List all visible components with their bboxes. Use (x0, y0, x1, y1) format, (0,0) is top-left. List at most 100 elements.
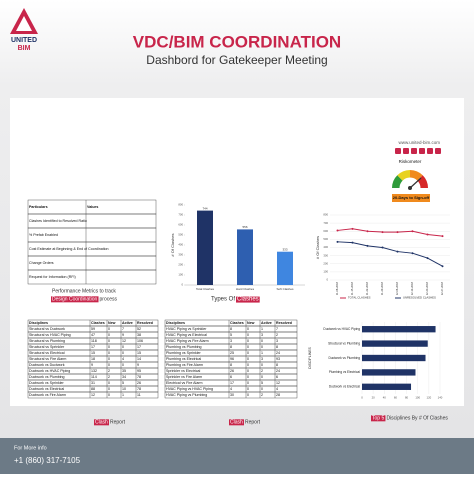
point (411, 230, 414, 233)
gauge-segment (410, 170, 423, 181)
table-cell: 0 (108, 363, 110, 367)
table-cell: 11 (137, 393, 141, 397)
x-tick-label: 12-13-2018 (410, 281, 414, 295)
point (396, 250, 399, 253)
y-tick-label: Structural vs Plumbing (328, 341, 360, 345)
table-cell: 0 (261, 345, 263, 349)
table-cell: 0 (247, 381, 249, 385)
table-cell: HVAC Piping vs HVAC Piping (166, 387, 213, 391)
point (366, 230, 369, 233)
table-cell: 6 (276, 375, 278, 379)
y-tick-label: 500 (178, 233, 183, 237)
x-tick-label: 140 (438, 396, 443, 400)
caption-highlight: Clash (95, 419, 108, 425)
table-cell: 0 (122, 345, 124, 349)
table-cell: 0 (247, 351, 249, 355)
table-cell: % Prefab Enabled (29, 233, 58, 237)
table-cell: 0 (247, 393, 249, 397)
table-header: Active (261, 321, 272, 325)
table-cell: HVAC Piping vs Sprinkler (166, 327, 207, 331)
x-tick-label: 80 (405, 396, 409, 400)
table-cell: Structural vs Fire Alarm (29, 357, 66, 361)
table-cell: 31 (91, 381, 95, 385)
bar (362, 383, 412, 390)
point (396, 231, 399, 234)
table-cell: Request for Information (RFI) (29, 275, 76, 279)
highlight (371, 415, 386, 422)
table-cell: 0 (108, 345, 110, 349)
y-tick-label: 200 (178, 263, 183, 267)
table-cell: Structural vs Sprinkler (29, 345, 65, 349)
y-tick-label: 700 (323, 221, 328, 225)
bar (277, 251, 293, 285)
bar (362, 326, 436, 333)
y-tick-label: 300 (323, 253, 328, 257)
value-label: 556 (242, 225, 247, 229)
social-icon[interactable] (403, 148, 409, 154)
y-tick-label: 400 (178, 243, 183, 247)
x-tick-label: 0 (361, 396, 363, 400)
table-cell: 1 (122, 393, 124, 397)
chart-title: Types Of (211, 297, 235, 303)
gauge-segment (397, 170, 410, 181)
x-tick-label: Hard Clashes (236, 287, 255, 291)
table-cell: 4 (122, 357, 124, 361)
highlight (236, 296, 260, 303)
social-icon[interactable] (411, 148, 417, 154)
table-cell: 12 (122, 339, 126, 343)
table-cell: 12 (91, 393, 95, 397)
riskometer-title: Riskometer (399, 159, 422, 164)
table-cell: 1 (261, 351, 263, 355)
highlight (229, 419, 245, 426)
table-header: Disciplines (29, 321, 48, 325)
table-cell: 0 (247, 333, 249, 337)
table-cell: 0 (108, 393, 110, 397)
chart-title-highlight: Top 5 (372, 415, 384, 421)
table-cell: Clashes Identified to Resolved Ratio (29, 219, 87, 223)
y-tick-label: Ductwork vs HVAC Piping (323, 327, 360, 331)
table-cell: Ductwork vs Plumbing (29, 375, 65, 379)
table-cell: Structural vs Electrical (29, 351, 65, 355)
table-cell: 5 (261, 381, 263, 385)
logo-mark-inner (16, 16, 32, 31)
y-tick-label: Ductwork vs Plumbing (328, 356, 360, 360)
x-tick-label: 60 (394, 396, 398, 400)
table-cell: 0 (247, 387, 249, 391)
x-tick-label: 11-29-2018 (380, 281, 384, 295)
table-header: Disciplines (166, 321, 185, 325)
table-cell: 3 (261, 357, 263, 361)
legend-label: UNRESOLVED CLASHES (403, 296, 436, 300)
social-icon[interactable] (435, 148, 441, 154)
social-icon[interactable] (427, 148, 433, 154)
footer-text: For More info (14, 445, 47, 451)
table-cell: 52 (137, 327, 141, 331)
social-icon[interactable] (395, 148, 401, 154)
table-cell: 26 (137, 381, 141, 385)
table-cell: 17 (230, 381, 234, 385)
table-cell: 25 (230, 351, 234, 355)
point (381, 231, 384, 234)
table-cell: 35 (122, 369, 126, 373)
table-cell: Cost Estimate at Beginning & End of Coor… (29, 247, 109, 251)
table-cell: 2 (261, 393, 263, 397)
table-cell: Ductwork vs Sprinkler (29, 381, 65, 385)
x-tick-label: Total Clashes (196, 287, 215, 291)
table-cell: Sprinkler vs Electrical (166, 369, 201, 373)
riskometer-gauge (392, 170, 428, 190)
table-cell: 4 (230, 387, 232, 391)
table-cell: Plumbing vs Electrical (166, 357, 201, 361)
chart-title-highlight: Clashes (237, 297, 259, 303)
table-cell: 0 (247, 375, 249, 379)
highlight (94, 419, 110, 426)
social-icon[interactable] (419, 148, 425, 154)
table-cell: HVAC Piping vs Fire Alarm (166, 339, 209, 343)
table-cell: Electrical vs Fire Alarm (166, 381, 203, 385)
y-tick-label: 200 (323, 261, 328, 265)
table-header: New (108, 321, 116, 325)
table-cell: Structural vs HVAC Piping (29, 333, 71, 337)
x-tick-label: 11-15-2018 (350, 281, 354, 295)
table-cell: 15 (137, 351, 141, 355)
table-cell: 34 (122, 375, 126, 379)
logo-text: UNITED (11, 37, 37, 44)
